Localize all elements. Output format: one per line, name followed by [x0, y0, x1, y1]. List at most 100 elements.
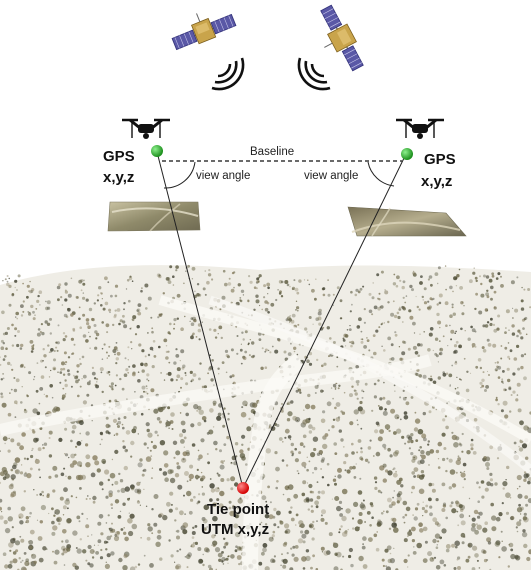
vegetation-speck — [36, 390, 39, 393]
vegetation-speck — [117, 352, 121, 356]
vegetation-speck — [26, 473, 31, 478]
vegetation-speck — [237, 335, 239, 337]
vegetation-speck — [521, 354, 524, 357]
vegetation-speck — [15, 416, 17, 418]
vegetation-speck — [64, 379, 66, 381]
vegetation-speck — [74, 344, 76, 346]
vegetation-speck — [370, 440, 372, 442]
vegetation-speck — [155, 431, 158, 434]
vegetation-speck — [173, 441, 177, 445]
vegetation-speck — [41, 505, 46, 510]
vegetation-speck — [430, 557, 435, 562]
vegetation-speck — [12, 526, 14, 528]
vegetation-speck — [129, 277, 132, 280]
vegetation-speck — [93, 501, 96, 504]
vegetation-speck — [462, 433, 464, 435]
vegetation-speck — [100, 532, 103, 535]
vegetation-speck — [353, 502, 358, 507]
vegetation-speck — [152, 365, 155, 368]
vegetation-speck — [511, 324, 514, 327]
vegetation-speck — [432, 298, 434, 300]
vegetation-speck — [246, 426, 251, 431]
vegetation-speck — [303, 446, 305, 448]
vegetation-speck — [509, 358, 511, 360]
vegetation-speck — [111, 388, 113, 390]
vegetation-speck — [49, 437, 51, 439]
vegetation-speck — [472, 518, 476, 522]
vegetation-speck — [8, 438, 9, 439]
vegetation-speck — [468, 556, 471, 559]
vegetation-speck — [393, 431, 397, 435]
vegetation-speck — [15, 470, 19, 474]
vegetation-speck — [309, 284, 311, 286]
vegetation-speck — [439, 348, 443, 352]
vegetation-speck — [363, 564, 368, 569]
vegetation-speck — [280, 565, 282, 567]
vegetation-speck — [504, 347, 507, 350]
vegetation-speck — [508, 565, 510, 567]
vegetation-speck — [28, 313, 31, 316]
vegetation-speck — [192, 278, 193, 279]
vegetation-speck — [456, 274, 459, 277]
vegetation-speck — [496, 277, 499, 280]
vegetation-speck — [309, 430, 312, 433]
vegetation-speck — [7, 281, 9, 283]
vegetation-speck — [401, 436, 404, 439]
vegetation-speck — [412, 539, 415, 542]
vegetation-speck — [30, 455, 33, 458]
vegetation-speck — [238, 283, 241, 286]
vegetation-speck — [512, 372, 515, 375]
vegetation-speck — [338, 416, 340, 418]
vegetation-speck — [344, 392, 346, 394]
vegetation-speck — [36, 459, 38, 461]
vegetation-speck — [245, 463, 248, 466]
vegetation-speck — [505, 389, 507, 391]
vegetation-speck — [164, 463, 169, 468]
vegetation-speck — [26, 296, 29, 299]
vegetation-speck — [378, 405, 380, 407]
vegetation-speck — [402, 286, 405, 289]
vegetation-speck — [83, 375, 87, 379]
vegetation-speck — [386, 510, 389, 513]
vegetation-speck — [94, 302, 96, 304]
vegetation-speck — [16, 403, 17, 404]
vegetation-speck — [96, 378, 98, 380]
vegetation-speck — [374, 383, 377, 386]
vegetation-speck — [10, 438, 14, 442]
vegetation-speck — [132, 524, 138, 530]
vegetation-speck — [98, 286, 101, 289]
vegetation-speck — [12, 293, 15, 296]
vegetation-speck — [279, 437, 283, 441]
vegetation-speck — [50, 332, 52, 334]
vegetation-speck — [130, 456, 132, 458]
vegetation-speck — [19, 557, 21, 559]
vegetation-speck — [430, 378, 433, 381]
vegetation-speck — [36, 300, 39, 303]
vegetation-speck — [11, 389, 13, 391]
vegetation-speck — [89, 336, 91, 338]
vegetation-speck — [165, 421, 170, 426]
vegetation-speck — [47, 323, 50, 326]
vegetation-speck — [400, 484, 403, 487]
vegetation-speck — [186, 491, 191, 496]
vegetation-speck — [290, 506, 292, 508]
vegetation-speck — [374, 487, 377, 490]
vegetation-speck — [413, 551, 417, 555]
vegetation-speck — [445, 301, 449, 305]
vegetation-speck — [316, 520, 318, 522]
vegetation-speck — [417, 460, 421, 464]
vegetation-speck — [337, 286, 340, 289]
vegetation-speck — [34, 561, 37, 564]
vegetation-speck — [39, 558, 44, 563]
vegetation-speck — [9, 392, 11, 394]
vegetation-speck — [383, 349, 386, 352]
vegetation-speck — [378, 326, 380, 328]
vegetation-speck — [376, 452, 381, 457]
vegetation-speck — [505, 479, 506, 480]
vegetation-speck — [490, 478, 493, 481]
vegetation-speck — [199, 410, 204, 415]
vegetation-speck — [158, 274, 160, 276]
vegetation-speck — [81, 475, 86, 480]
vegetation-speck — [72, 352, 74, 354]
vegetation-speck — [129, 513, 130, 514]
